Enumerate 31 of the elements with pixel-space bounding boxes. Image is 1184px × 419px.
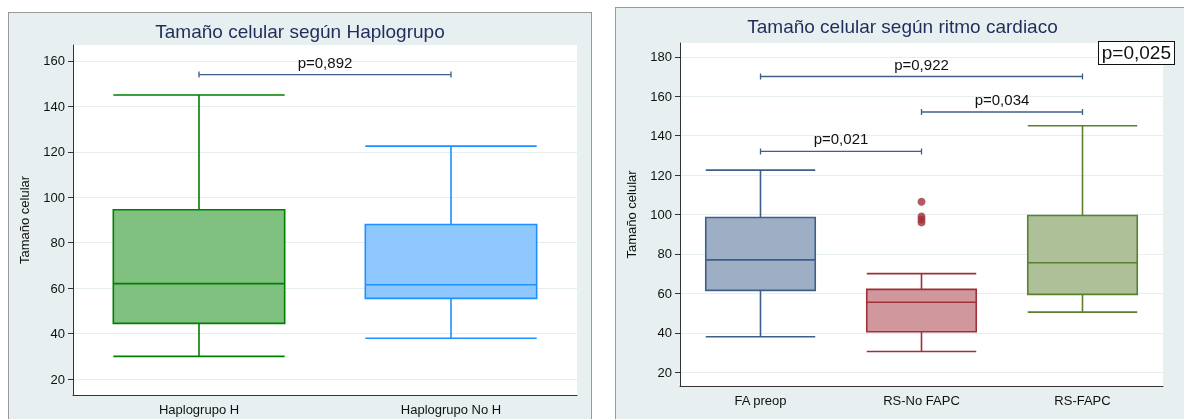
- y-tick-label: 160: [650, 88, 672, 104]
- y-tick-label: 60: [50, 280, 65, 296]
- y-tick-label: 160: [43, 53, 65, 69]
- y-tick-label: 120: [43, 144, 65, 160]
- y-tick-label: 40: [50, 326, 65, 342]
- y-axis-title: Tamaño celular: [17, 175, 32, 265]
- y-tick-label: 180: [650, 49, 672, 65]
- y-tick-label: 120: [650, 167, 672, 183]
- y-tick-label: 80: [657, 246, 672, 262]
- x-tick-label: FA preop: [734, 393, 787, 408]
- y-tick-label: 140: [650, 128, 672, 144]
- annotation: p=0,892: [297, 53, 353, 71]
- y-tick-label: 80: [50, 235, 65, 251]
- x-tick-label: RS-FAPC: [1054, 393, 1111, 408]
- annotation: p=0,034: [974, 90, 1030, 108]
- y-tick-label: 60: [657, 285, 672, 301]
- annotation: p=0,021: [813, 130, 869, 148]
- y-tick-label: 20: [657, 364, 672, 380]
- annotation: p=0,922: [894, 55, 949, 73]
- chart-title: Tamaño celular según ritmo cardiaco: [747, 16, 1058, 37]
- y-tick-label: 40: [657, 325, 672, 341]
- x-tick-label: Haplogrupo No H: [400, 402, 502, 417]
- chart-title: Tamaño celular según Haplogrupo: [155, 21, 445, 42]
- y-tick-label: 100: [43, 189, 65, 205]
- y-tick-label: 140: [43, 98, 65, 114]
- y-tick-label: 20: [50, 371, 65, 387]
- x-tick-label: Haplogrupo H: [158, 402, 240, 417]
- annotation: p=0,025: [1097, 41, 1175, 65]
- x-tick-label: RS-No FAPC: [883, 393, 960, 408]
- y-tick-label: 100: [650, 207, 672, 222]
- y-axis-title: Tamaño celular: [624, 169, 639, 259]
